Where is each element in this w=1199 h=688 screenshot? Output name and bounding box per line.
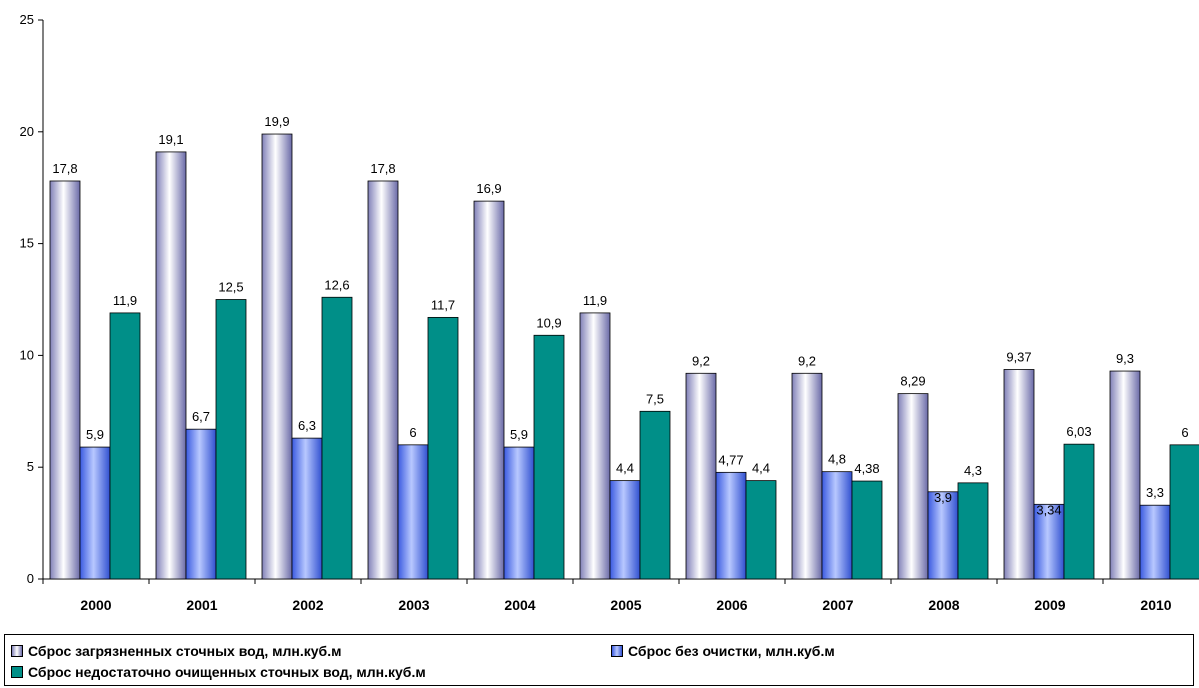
bar-series-3 [639, 410, 671, 580]
bar-series-1 [897, 393, 929, 580]
bar-series-1 [1003, 369, 1035, 580]
x-tick-label: 2000 [80, 597, 111, 613]
x-tick-label: 2001 [186, 597, 217, 613]
bars [49, 133, 1199, 580]
data-label-series-2: 3,3 [1146, 485, 1164, 500]
data-label-series-3: 12,6 [324, 277, 349, 292]
legend-swatch-series-3 [11, 666, 23, 678]
data-label-series-1: 9,37 [1006, 349, 1031, 364]
data-label-series-3: 6,03 [1066, 424, 1091, 439]
bar-series-3 [215, 299, 247, 580]
data-label-series-1: 9,2 [692, 353, 710, 368]
bar-series-1 [155, 151, 187, 580]
data-label-series-2: 5,9 [510, 427, 528, 442]
x-tick-label: 2009 [1034, 597, 1065, 613]
legend-item-series-2: Сброс без очистки, млн.куб.м [611, 643, 835, 659]
bar-series-3 [1063, 443, 1095, 580]
data-label-series-2: 3,34 [1036, 502, 1061, 517]
y-tick-label: 25 [20, 12, 34, 27]
data-label-series-3: 11,7 [431, 297, 455, 312]
data-label-series-1: 19,9 [264, 114, 289, 129]
bar-series-2 [79, 446, 111, 580]
data-label-series-3: 12,5 [218, 280, 243, 295]
bar-series-2 [927, 491, 959, 580]
bar-series-3 [427, 316, 459, 580]
bar-series-1 [791, 372, 823, 580]
bar-series-3 [1169, 444, 1199, 580]
x-tick-label: 2008 [928, 597, 959, 613]
legend-item-series-1: Сброс загрязненных сточных вод, млн.куб.… [11, 643, 341, 659]
bar-series-2 [1139, 504, 1171, 580]
data-label-series-2: 4,77 [718, 452, 743, 467]
data-label-series-1: 19,1 [158, 132, 183, 147]
bar-series-2 [291, 437, 323, 580]
bar-series-2 [397, 444, 429, 580]
bar-series-2 [609, 480, 641, 580]
data-label-series-2: 6,3 [298, 418, 316, 433]
bar-series-1 [367, 180, 399, 580]
data-label-series-2: 4,8 [828, 452, 846, 467]
data-label-series-2: 6,7 [192, 409, 210, 424]
data-label-series-3: 4,38 [854, 461, 879, 476]
bar-series-3 [851, 480, 883, 580]
data-label-series-3: 11,9 [113, 293, 137, 308]
bar-series-3 [109, 312, 141, 580]
data-label-series-3: 7,5 [646, 391, 664, 406]
bar-series-2 [1033, 503, 1065, 580]
y-tick-label: 10 [20, 347, 34, 362]
legend-label-series-1: Сброс загрязненных сточных вод, млн.куб.… [28, 643, 342, 659]
x-tick-label: 2006 [716, 597, 747, 613]
bar-series-1 [49, 180, 81, 580]
y-tick-label: 20 [20, 124, 34, 139]
data-label-series-2: 6 [409, 425, 416, 440]
bar-series-2 [503, 446, 535, 580]
bar-series-2 [821, 471, 853, 580]
data-label-series-3: 4,4 [752, 461, 770, 476]
data-label-series-3: 10,9 [536, 315, 561, 330]
x-tick-label: 2010 [1140, 597, 1171, 613]
data-label-series-3: 6 [1181, 425, 1188, 440]
bar-series-3 [321, 296, 353, 580]
x-tick-label: 2005 [610, 597, 641, 613]
legend-swatch-series-2 [611, 645, 623, 657]
data-label-series-1: 9,3 [1116, 351, 1134, 366]
bar-series-1 [579, 312, 611, 580]
legend-label-series-3: Сброс недостаточно очищенных сточных вод… [28, 664, 426, 680]
bar-series-3 [957, 482, 989, 580]
bar-series-1 [473, 200, 505, 580]
y-tick-label: 5 [27, 459, 34, 474]
data-label-series-3: 4,3 [964, 463, 982, 478]
data-label-series-1: 16,9 [476, 181, 501, 196]
legend-swatch-series-1 [11, 645, 23, 657]
data-label-series-2: 3,9 [934, 490, 952, 505]
data-label-series-1: 17,8 [52, 161, 77, 176]
bar-series-3 [533, 334, 565, 580]
data-label-series-1: 9,2 [798, 353, 816, 368]
bar-series-2 [185, 428, 217, 580]
bar-series-3 [745, 480, 777, 580]
y-tick-label: 0 [27, 571, 34, 586]
bar-series-2 [715, 471, 747, 580]
x-tick-label: 2007 [822, 597, 853, 613]
bar-series-1 [1109, 370, 1141, 580]
legend: Сброс загрязненных сточных вод, млн.куб.… [4, 634, 1194, 686]
data-label-series-1: 17,8 [370, 161, 395, 176]
data-label-series-2: 5,9 [86, 427, 104, 442]
x-tick-label: 2004 [504, 597, 535, 613]
labels: 17,8 19,1 19,9 17,8 16,9 11,9 9,2 9,2 8,29 9,37 9,… [52, 114, 1188, 517]
bar-series-1 [261, 133, 293, 580]
bar-chart: 0 5 10 15 20 25 2000 2001 2002 2003 2004 2005 2006 20… [20, 12, 1199, 613]
data-label-series-1: 8,29 [900, 374, 925, 389]
legend-item-series-3: Сброс недостаточно очищенных сточных вод… [11, 664, 426, 680]
bar-series-1 [685, 372, 717, 580]
data-label-series-1: 11,9 [583, 293, 607, 308]
x-tick-label: 2003 [398, 597, 429, 613]
y-tick-label: 15 [20, 236, 34, 251]
legend-label-series-2: Сброс без очистки, млн.куб.м [628, 643, 835, 659]
x-tick-label: 2002 [292, 597, 323, 613]
data-label-series-2: 4,4 [616, 461, 634, 476]
